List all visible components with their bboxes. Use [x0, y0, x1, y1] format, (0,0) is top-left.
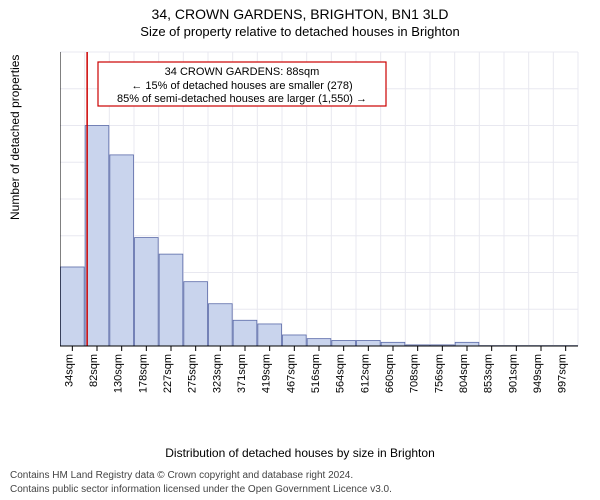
- x-ticks: 34sqm 82sqm 130sqm 178sqm 227sqm 275sqm 323sqm…: [63, 346, 568, 393]
- attribution-line-2: Contains public sector information licen…: [10, 483, 590, 497]
- bar: [85, 126, 109, 347]
- x-tick-label: 227sqm: [162, 354, 174, 393]
- chart-area: 010020030040050060070080034sqm82sqm130sq…: [60, 48, 580, 394]
- bar: [159, 254, 183, 346]
- bar: [184, 282, 208, 346]
- bar: [381, 342, 405, 346]
- attribution-block: Contains HM Land Registry data © Crown c…: [10, 469, 590, 496]
- bar: [209, 304, 233, 346]
- bar: [307, 339, 331, 346]
- info-line-2: ← 15% of detached houses are smaller (27…: [131, 80, 352, 92]
- bar: [332, 340, 356, 346]
- histogram-chart: 010020030040050060070080034sqm82sqm130sq…: [60, 48, 580, 394]
- bar: [61, 267, 85, 346]
- bar: [455, 342, 479, 346]
- x-tick-label: 853sqm: [483, 354, 495, 393]
- x-tick-label: 323sqm: [211, 354, 223, 393]
- x-tick-label: 467sqm: [285, 354, 297, 393]
- info-line-1: 34 CROWN GARDENS: 88sqm: [165, 66, 320, 78]
- y-axis-label: Number of detached properties: [8, 55, 22, 220]
- bar: [283, 335, 307, 346]
- x-tick-label: 275sqm: [187, 354, 199, 393]
- x-tick-label: 178sqm: [137, 354, 149, 393]
- bar: [110, 155, 134, 346]
- x-axis-label: Distribution of detached houses by size …: [0, 446, 600, 460]
- x-tick-label: 660sqm: [384, 354, 396, 393]
- x-tick-label: 130sqm: [113, 354, 125, 393]
- info-box: 34 CROWN GARDENS: 88sqm ← 15% of detached…: [98, 62, 386, 106]
- x-tick-label: 516sqm: [310, 354, 322, 393]
- x-tick-label: 371sqm: [236, 354, 248, 393]
- x-tick-label: 82sqm: [88, 354, 100, 387]
- bar: [357, 340, 381, 346]
- x-tick-label: 34sqm: [63, 354, 75, 387]
- x-tick-label: 708sqm: [409, 354, 421, 393]
- x-tick-label: 901sqm: [507, 354, 519, 393]
- x-tick-label: 804sqm: [458, 354, 470, 393]
- bar: [135, 238, 159, 346]
- info-line-3: 85% of semi-detached houses are larger (…: [117, 93, 367, 105]
- x-tick-label: 564sqm: [335, 354, 347, 393]
- page-title: 34, CROWN GARDENS, BRIGHTON, BN1 3LD: [0, 0, 600, 22]
- bar: [258, 324, 282, 346]
- x-tick-label: 612sqm: [359, 354, 371, 393]
- page-subtitle: Size of property relative to detached ho…: [0, 22, 600, 39]
- x-tick-label: 756sqm: [433, 354, 445, 393]
- bar: [233, 320, 257, 346]
- x-tick-label: 949sqm: [532, 354, 544, 393]
- attribution-line-1: Contains HM Land Registry data © Crown c…: [10, 469, 590, 483]
- x-tick-label: 997sqm: [557, 354, 569, 393]
- x-tick-label: 419sqm: [261, 354, 273, 393]
